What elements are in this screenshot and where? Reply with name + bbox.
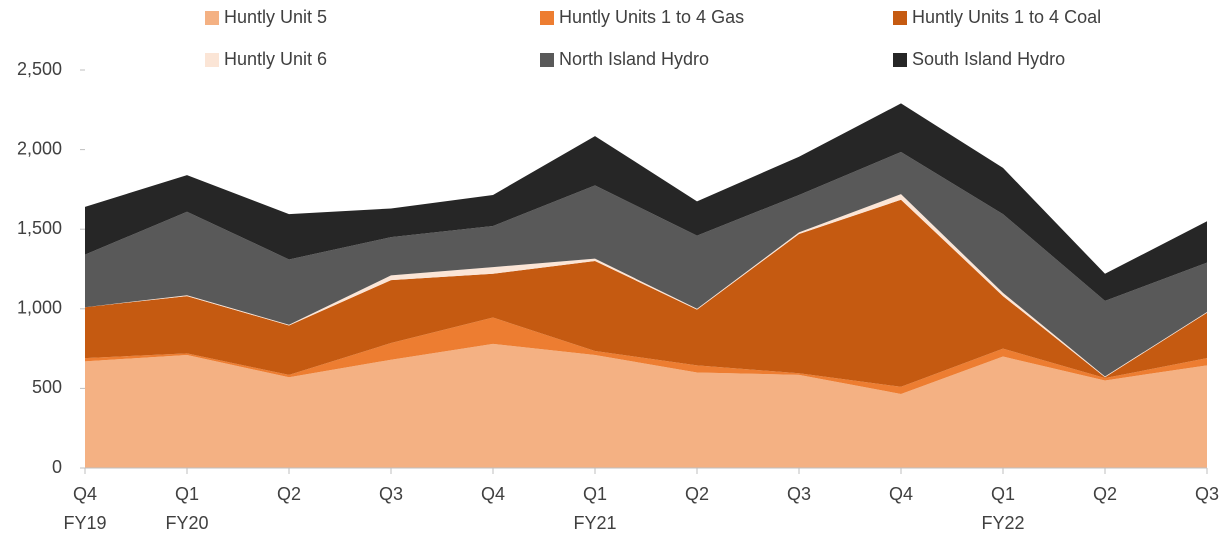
legend-label: Huntly Unit 5 [224,7,327,27]
x-tick-label: Q4 [73,484,97,504]
x-tick-label: Q3 [787,484,811,504]
y-tick-label: 500 [32,377,62,397]
x-tick-label: Q3 [1195,484,1219,504]
x-tick-label: Q1 [583,484,607,504]
area [85,103,1207,301]
legend-label: Huntly Units 1 to 4 Gas [559,7,744,27]
x-tick-label: Q2 [685,484,709,504]
x-group-label: FY19 [63,513,106,533]
y-tick-label: 2,500 [17,59,62,79]
legend-label: North Island Hydro [559,49,709,69]
y-tick-label: 0 [52,457,62,477]
legend-swatch [205,11,219,25]
x-tick-label: Q1 [991,484,1015,504]
area [85,151,1207,377]
x-tick-label: Q4 [889,484,913,504]
legend-swatch [205,53,219,67]
x-group-label: FY22 [981,513,1024,533]
x-tick-label: Q1 [175,484,199,504]
x-tick-label: Q3 [379,484,403,504]
legend-swatch [893,11,907,25]
x-tick-label: Q2 [1093,484,1117,504]
x-tick-label: Q4 [481,484,505,504]
x-group-label: FY20 [165,513,208,533]
x-group-label: FY21 [573,513,616,533]
y-tick-label: 1,000 [17,298,62,318]
area [85,199,1207,387]
legend-label: Huntly Unit 6 [224,49,327,69]
legend-label: South Island Hydro [912,49,1065,69]
legend-swatch [893,53,907,67]
area [85,343,1207,468]
y-tick-label: 2,000 [17,138,62,158]
x-tick-label: Q2 [277,484,301,504]
legend-swatch [540,53,554,67]
y-tick-label: 1,500 [17,218,62,238]
legend-swatch [540,11,554,25]
legend-label: Huntly Units 1 to 4 Coal [912,7,1101,27]
